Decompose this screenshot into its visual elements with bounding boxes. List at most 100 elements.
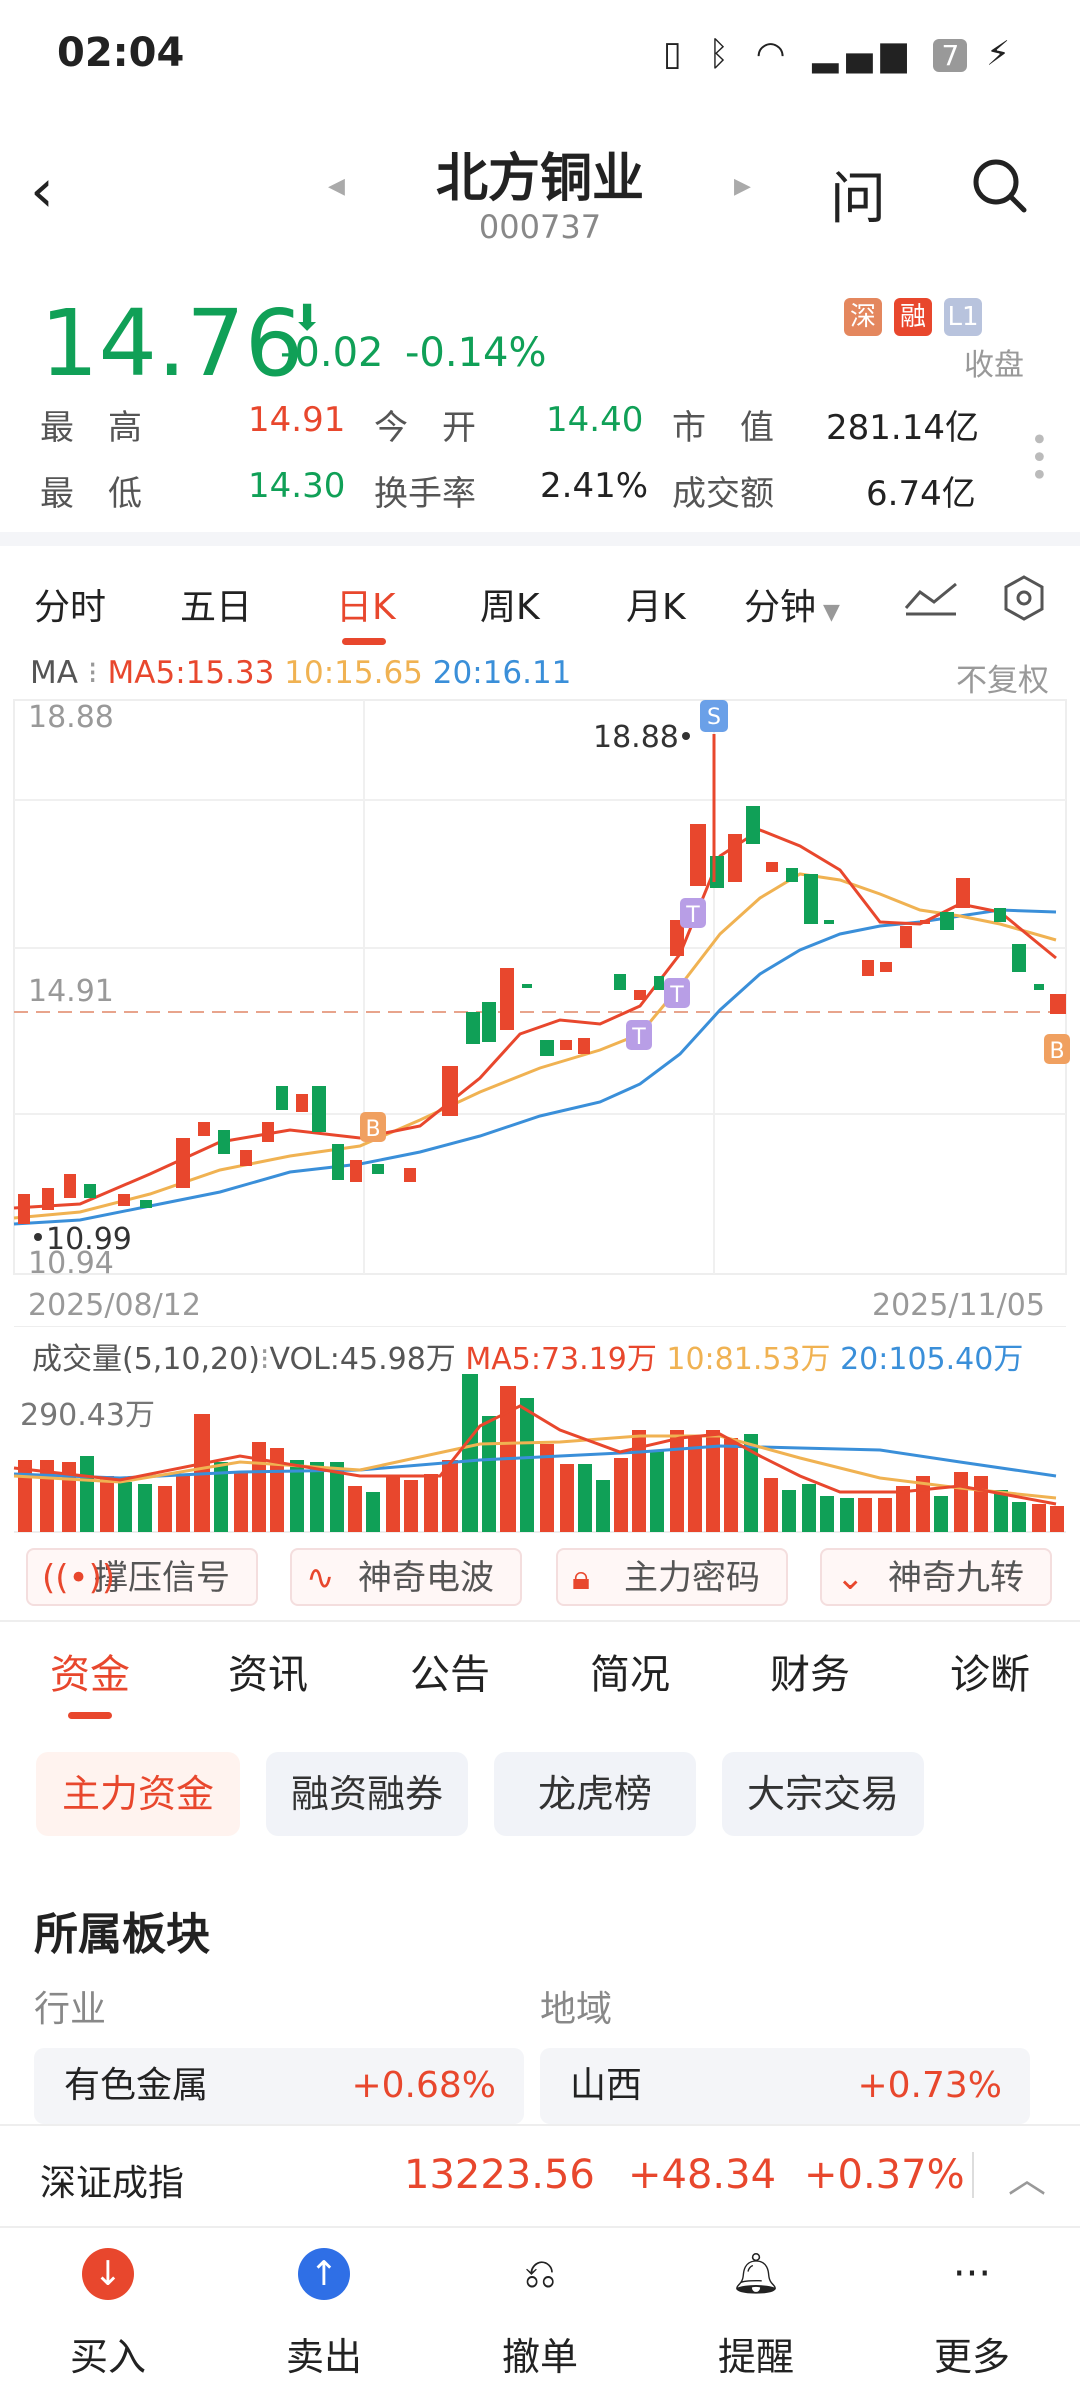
ma-legend: MA ⁝ MA5:15.33 10:15.65 20:16.11 <box>30 655 572 691</box>
index-ticker[interactable]: 深证成指 13223.56 +48.34 +0.37% ︿ <box>0 2124 1080 2226</box>
ask-button[interactable]: 问 <box>830 167 886 232</box>
back-icon[interactable]: ‹ <box>30 156 54 226</box>
search-icon[interactable] <box>970 156 1030 220</box>
turnover-value: 2.41% <box>540 466 649 506</box>
tag-margin: 融 <box>894 298 932 336</box>
stock-code: 000737 <box>478 208 602 246</box>
svg-text:T: T <box>685 903 700 928</box>
buy-label: 买入 <box>69 2335 146 2379</box>
index-change: +48.34 <box>628 2152 777 2198</box>
tab-weekly-k[interactable]: 周K <box>480 587 540 628</box>
industry-name: 有色金属 <box>64 2065 209 2106</box>
y-axis-bottom: 10.94 <box>28 1246 114 1281</box>
kline-chart[interactable]: B S T T T B <box>0 694 1080 1324</box>
tab-monthly-k[interactable]: 月K <box>626 587 686 628</box>
chevron-up-icon[interactable]: ︿ <box>1008 2157 1047 2201</box>
stock-name: 北方铜业 <box>435 149 644 209</box>
more-button[interactable]: ··· 更多 <box>864 2228 1080 2379</box>
main-password-label: 主力密码 <box>624 1558 760 1598</box>
ma-label: MA <box>30 655 78 691</box>
stock-header: ‹ ◀ 北方铜业 000737 ▶ 问 <box>0 116 1080 256</box>
pill-main-funds[interactable]: 主力资金 <box>36 1752 240 1836</box>
region-label: 地域 <box>540 1989 613 2030</box>
cancel-order-label: 撤单 <box>501 2335 578 2379</box>
more-dots-icon[interactable]: ••• <box>1020 430 1055 484</box>
date-end: 2025/11/05 <box>872 1288 1045 1323</box>
price-change-pct: -0.14% <box>405 330 547 376</box>
signal-icon: ((•)) <box>42 1558 116 1598</box>
adjust-mode[interactable]: 不复权 <box>956 663 1049 699</box>
dropdown-icon: ▼ <box>816 600 840 625</box>
tab-news[interactable]: 资讯 <box>228 1652 308 1698</box>
tab-intraday[interactable]: 分时 <box>34 587 107 628</box>
mcap-label: 市 值 <box>672 408 774 448</box>
open-label: 今 开 <box>374 408 476 448</box>
sector-title: 所属板块 <box>34 1909 210 1960</box>
pill-margin[interactable]: 融资融券 <box>266 1752 468 1836</box>
tab-daily-k[interactable]: 日K <box>336 587 396 628</box>
volume-legend: 成交量(5,10,20)⁝VOL:45.98万 MA5:73.19万 10:81… <box>32 1342 1024 1377</box>
high-value: 14.91 <box>248 400 346 440</box>
low-label: 最 低 <box>40 474 142 514</box>
date-start: 2025/08/12 <box>28 1288 201 1323</box>
bell-icon: 🔔︎ <box>730 2251 782 2297</box>
cancel-order-button[interactable]: ⎌ 撤单 <box>432 2228 648 2379</box>
divider <box>0 1620 1080 1622</box>
pill-dragon-tiger[interactable]: 龙虎榜 <box>494 1752 696 1836</box>
pill-block-trade[interactable]: 大宗交易 <box>722 1752 924 1836</box>
sell-button[interactable]: ↑ 卖出 <box>216 2228 432 2379</box>
svg-text:S: S <box>707 705 721 730</box>
divider <box>972 2152 974 2198</box>
prev-stock-icon[interactable]: ◀ <box>328 174 345 199</box>
y-axis-mid: 14.91 <box>28 974 114 1009</box>
settings-icon[interactable] <box>1000 574 1048 626</box>
quote-panel: 14.76 ⬇ -0.02 -0.14% 深融 L1 收盘 最 高 14.91 今… <box>0 270 1080 530</box>
support-resistance-label: 撑压信号 <box>94 1558 230 1598</box>
high-label: 最 高 <box>40 408 142 448</box>
alert-button[interactable]: 🔔︎ 提醒 <box>648 2228 864 2379</box>
tab-financials[interactable]: 财务 <box>770 1652 850 1698</box>
wifi-icon: ◠ <box>755 34 794 74</box>
industry-change: +0.68% <box>351 2065 496 2106</box>
svg-text:B: B <box>1049 1039 1064 1064</box>
magic-nine-button[interactable]: ⌄ 神奇九转 <box>820 1548 1052 1606</box>
region-change: +0.73% <box>857 2065 1002 2106</box>
svg-text:B: B <box>365 1117 380 1142</box>
tag-level1[interactable]: L1 <box>944 298 982 336</box>
signal-icon: ▂▄▆ <box>812 34 915 74</box>
tab-minute[interactable]: 分钟 ▼ <box>744 578 840 630</box>
more-icon: ··· <box>952 2251 992 2297</box>
vol-axis-max: 290.43万 <box>20 1398 155 1433</box>
arrow-down-icon: ↓ <box>82 2248 134 2300</box>
buy-button[interactable]: ↓ 买入 <box>0 2228 216 2379</box>
volume-chart[interactable] <box>0 1326 1080 1536</box>
last-price: 14.76 <box>40 290 304 397</box>
y-axis-top: 18.88 <box>28 700 114 735</box>
magic-wave-label: 神奇电波 <box>358 1558 494 1598</box>
charging-icon: ⚡ <box>986 34 1018 74</box>
magic-wave-button[interactable]: ∿ 神奇电波 <box>290 1548 522 1606</box>
index-value: 13223.56 <box>404 2152 595 2198</box>
low-value: 14.30 <box>248 466 346 506</box>
tab-funds[interactable]: 资金 <box>50 1652 130 1698</box>
support-resistance-button[interactable]: ((•)) 撑压信号 <box>26 1548 258 1606</box>
vol-value: VOL:45.98万 <box>269 1342 456 1377</box>
vol-ma20: 20:105.40万 <box>840 1342 1024 1377</box>
bottom-nav: ↓ 买入 ↑ 卖出 ⎌ 撤单 🔔︎ 提醒 ··· 更多 <box>0 2226 1080 2379</box>
down-arrow-icon: ⬇ <box>292 298 323 339</box>
main-password-button[interactable]: 🔒︎ 主力密码 <box>556 1548 788 1606</box>
next-stock-icon[interactable]: ▶ <box>734 174 751 199</box>
tab-diagnosis[interactable]: 诊断 <box>950 1652 1030 1698</box>
indicator-icon[interactable] <box>904 578 958 622</box>
region-card[interactable]: 山西 +0.73% <box>540 2048 1030 2124</box>
tab-five-day[interactable]: 五日 <box>180 587 253 628</box>
undo-icon: ⎌ <box>524 2251 556 2297</box>
industry-card[interactable]: 有色金属 +0.68% <box>34 2048 524 2124</box>
bluetooth-icon: ᛒ <box>708 34 737 74</box>
candles <box>18 734 1066 1224</box>
chart-tabs: 分时 五日 日K 周K 月K 分钟 ▼ <box>0 548 1080 658</box>
tab-announcements[interactable]: 公告 <box>410 1652 490 1698</box>
stock-tags: 深融 L1 <box>844 298 994 336</box>
tab-profile[interactable]: 简况 <box>590 1652 670 1698</box>
amount-value: 6.74亿 <box>866 474 976 514</box>
